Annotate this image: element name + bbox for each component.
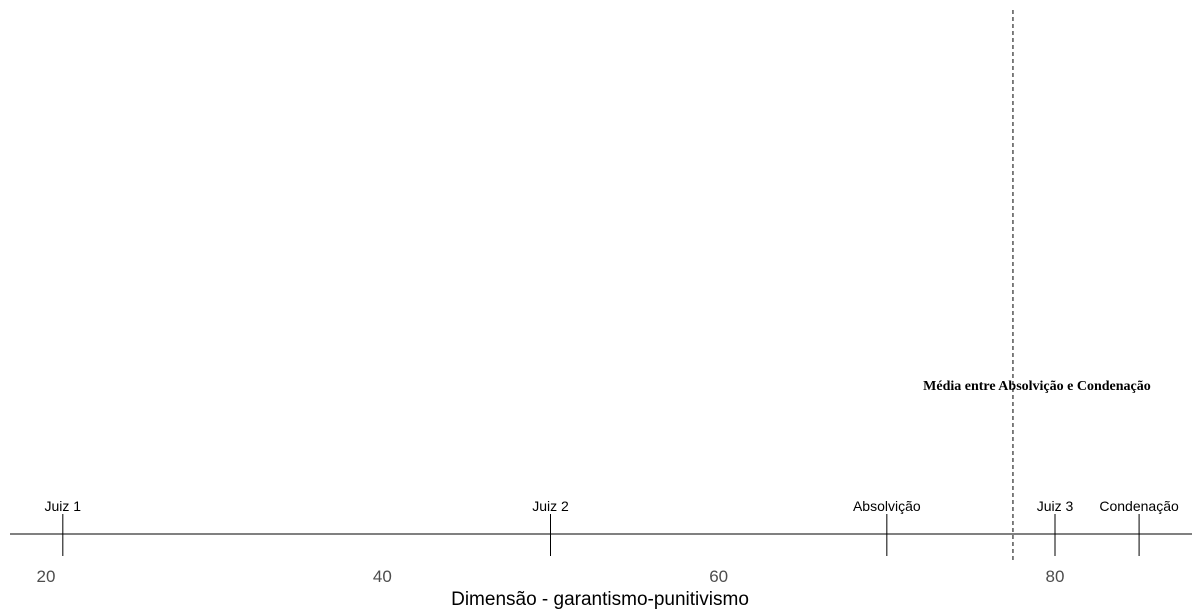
reference-line-label: Média entre Absolvição e Condenação [923,379,1151,394]
x-tick-label: 40 [373,567,392,586]
point-label: Juiz 3 [1037,498,1074,514]
point-label: Condenação [1099,498,1179,514]
x-tick-label: 60 [709,567,728,586]
point-label: Juiz 2 [532,498,569,514]
point-label: Juiz 1 [45,498,82,514]
x-axis-title: Dimensão - garantismo-punitivismo [451,589,749,610]
x-tick-label: 80 [1046,567,1065,586]
points-layer: Juiz 1 Juiz 2 Absolvição Juiz 3 Condenação [45,498,1179,556]
point-label: Absolvição [853,498,921,514]
ticks-layer: 20 40 60 80 [37,567,1065,586]
x-tick-label: 20 [37,567,56,586]
